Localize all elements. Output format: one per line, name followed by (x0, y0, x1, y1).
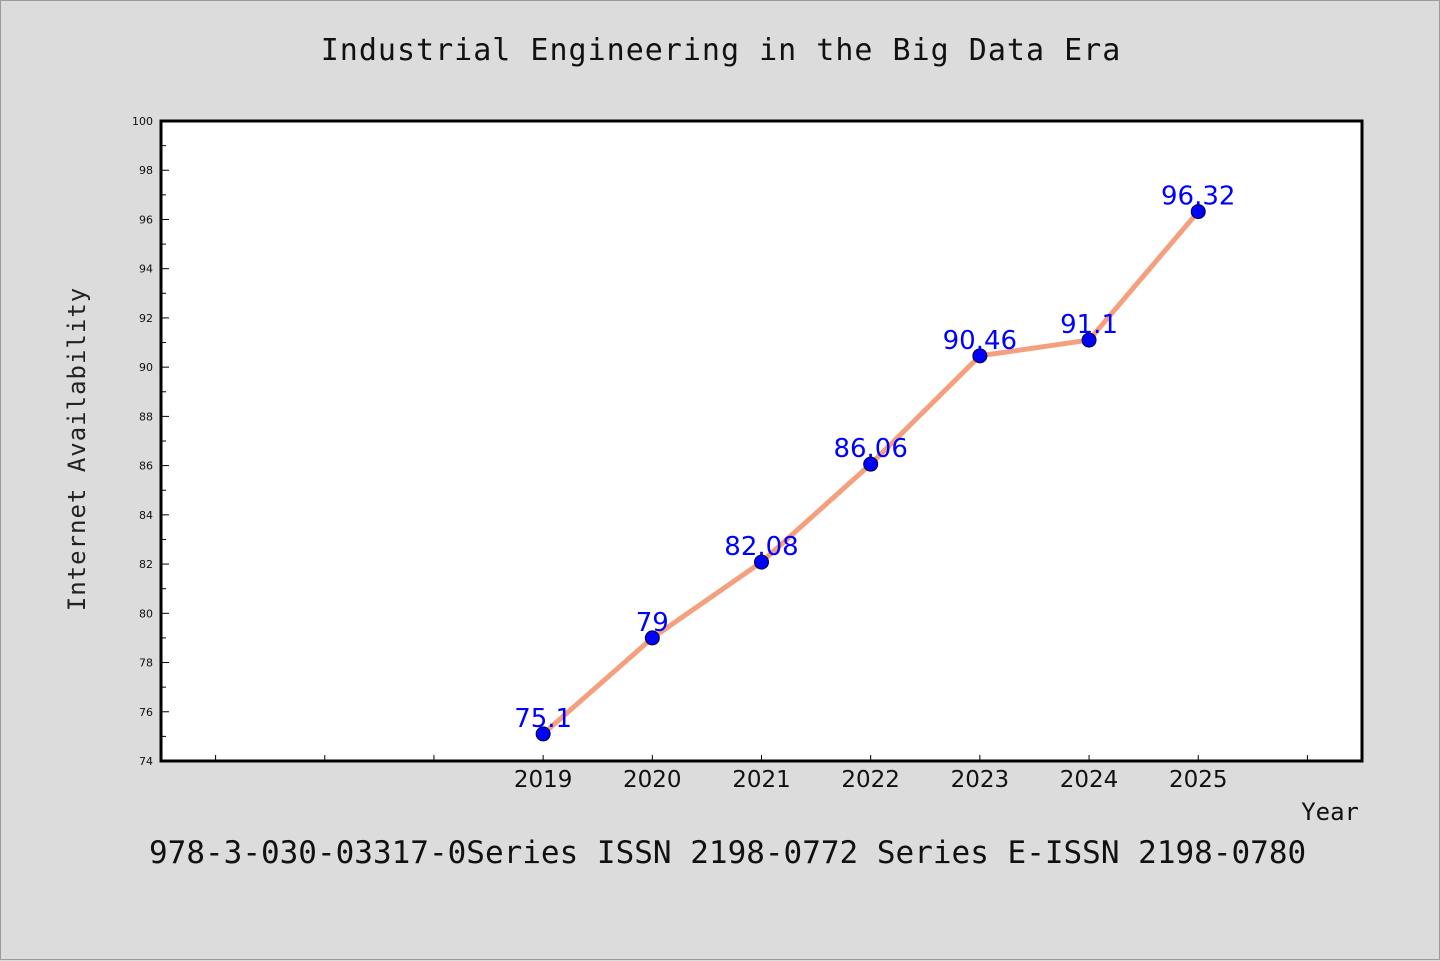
y-tick-label: 94 (139, 263, 153, 276)
data-point (863, 456, 879, 472)
x-axis-label: Year (1301, 798, 1359, 826)
x-axis-ticks: 2019 2020 2021 2022 2023 2024 2025 (215, 755, 1308, 793)
data-labels: 75.1 79 82.08 86.06 90.46 91.1 96.32 (514, 182, 1235, 734)
y-tick-label: 100 (132, 115, 153, 128)
y-tick-label: 88 (139, 410, 153, 423)
data-label: 79 (636, 608, 669, 638)
y-tick-label: 80 (139, 607, 153, 620)
x-tick-label: 2022 (841, 767, 900, 793)
x-tick-label: 2025 (1169, 767, 1228, 793)
data-point (1081, 332, 1097, 348)
data-label: 82.08 (724, 532, 798, 562)
y-tick-label: 76 (139, 706, 153, 719)
data-point (972, 348, 988, 364)
data-label: 75.1 (514, 704, 572, 734)
y-tick-label: 92 (139, 312, 153, 325)
y-tick-label: 90 (139, 361, 153, 374)
data-point (754, 554, 769, 570)
plot-area (159, 119, 1364, 763)
y-axis-ticks: 74 76 78 80 82 84 86 88 90 92 94 96 98 100 (132, 115, 169, 768)
footer-isbn-text: 978-3-030-03317-0Series ISSN 2198-0772 S… (149, 835, 1307, 871)
x-tick-label: 2019 (514, 767, 573, 793)
y-tick-label: 96 (139, 213, 153, 226)
y-tick-label: 86 (139, 460, 153, 473)
data-markers (535, 204, 1206, 742)
x-tick-label: 2021 (732, 767, 791, 793)
y-tick-label: 84 (139, 509, 153, 522)
data-point (1190, 204, 1206, 220)
data-label: 90.46 (943, 326, 1017, 356)
data-label: 86.06 (833, 434, 907, 464)
data-point (535, 726, 551, 742)
y-tick-label: 82 (139, 558, 153, 571)
data-label: 96.32 (1161, 182, 1235, 212)
y-tick-label: 78 (139, 657, 153, 670)
x-tick-label: 2024 (1060, 767, 1119, 793)
data-label: 91.1 (1060, 310, 1118, 340)
x-tick-label: 2023 (951, 767, 1010, 793)
chart-title: Industrial Engineering in the Big Data E… (320, 33, 1122, 68)
y-tick-label: 74 (139, 755, 153, 768)
y-tick-label: 98 (139, 164, 153, 177)
x-tick-label: 2020 (623, 767, 682, 793)
data-point (644, 630, 660, 646)
